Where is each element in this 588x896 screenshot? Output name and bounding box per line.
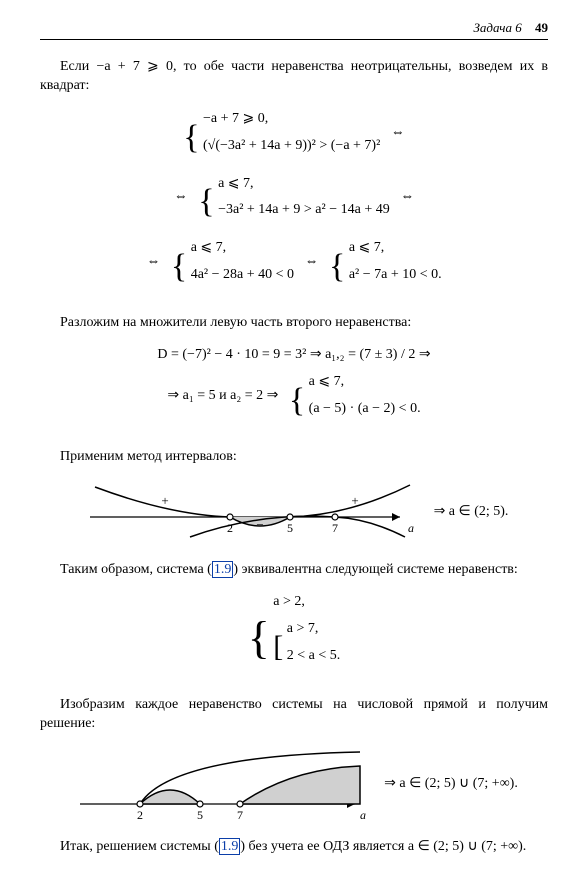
tick-2: 2 xyxy=(227,521,233,535)
paragraph-3: Применим метод интервалов: xyxy=(40,448,548,467)
page-header: Задача 6 49 xyxy=(40,20,548,40)
number-line-1: 2 5 7 a + − + xyxy=(80,477,420,547)
axis-label-a2: a xyxy=(360,808,366,822)
sys1-l2a: (√(−3a² + 14a + 9)) xyxy=(203,138,312,153)
interval-diagram-1: 2 5 7 a + − + ⇒ a ∈ (2; 5). xyxy=(40,477,548,547)
sys4-l2: a² − 7a + 10 < 0. xyxy=(349,262,442,289)
sign-plus-2: + xyxy=(351,493,358,508)
iff-2: ⇔ xyxy=(174,189,188,204)
roots-sys-l1: a ⩽ 7, xyxy=(309,369,421,396)
para6a: Итак, решением системы ( xyxy=(60,839,219,854)
tick2-2: 2 xyxy=(137,808,143,822)
tick-7: 7 xyxy=(332,521,338,535)
sys5-l2: a > 7, xyxy=(287,616,341,643)
interval-diagram-2: 2 5 7 a ⇒ a ∈ (2; 5) ∪ (7; +∞). xyxy=(40,744,548,824)
system-block-1: { −a + 7 ⩾ 0, (√(−3a² + 14a + 9))² > (−a… xyxy=(40,106,548,300)
roots-line-a: ⇒ a₁ = 5 и a₂ = 2 ⇒ xyxy=(167,388,278,403)
interval2-result: ⇒ a ∈ (2; 5) ∪ (7; +∞). xyxy=(384,775,518,792)
sys4-l1: a ⩽ 7, xyxy=(349,235,442,262)
sys3-l1: a ⩽ 7, xyxy=(191,235,294,262)
sign-minus: − xyxy=(256,517,263,532)
page-number: 49 xyxy=(535,20,548,35)
para6b: ) без учета ее ОДЗ является a ∈ (2; 5) ∪… xyxy=(240,839,526,854)
sys1-l2b: ² > (−a + 7)² xyxy=(312,138,381,153)
iff-3: ⇔ xyxy=(400,189,414,204)
paragraph-1: Если −a + 7 ⩾ 0, то обе части неравенств… xyxy=(40,58,548,96)
number-line-2: 2 5 7 a xyxy=(70,744,370,824)
iff-1: ⇔ xyxy=(391,125,405,140)
sys3-l2: 4a² − 28a + 40 < 0 xyxy=(191,262,294,289)
tick2-7: 7 xyxy=(237,808,243,822)
interval1-result: ⇒ a ∈ (2; 5). xyxy=(434,503,509,520)
task-label: Задача 6 xyxy=(473,20,521,35)
tick2-5: 5 xyxy=(197,808,203,822)
paragraph-2: Разложим на множители левую часть второг… xyxy=(40,314,548,333)
system-block-5: { a > 2, [ a > 7, 2 < a < 5. xyxy=(40,589,548,681)
paragraph-4: Таким образом, система (1.9) эквивалентн… xyxy=(40,561,548,580)
iff-5: ⇔ xyxy=(305,254,319,269)
sys5-l1: a > 2, xyxy=(273,589,340,616)
sys2-l1: a ⩽ 7, xyxy=(218,171,390,198)
sys5-l3: 2 < a < 5. xyxy=(287,643,341,670)
paragraph-5: Изобразим каждое неравенство системы на … xyxy=(40,696,548,734)
sys2-l2: −3a² + 14a + 9 > a² − 14a + 49 xyxy=(218,197,390,224)
para4b: ) эквивалентна следующей системе неравен… xyxy=(233,562,517,577)
para4a: Таким образом, система ( xyxy=(60,562,212,577)
axis-label-a: a xyxy=(408,521,414,535)
iff-4: ⇔ xyxy=(146,254,160,269)
roots-sys-l2: (a − 5) · (a − 2) < 0. xyxy=(309,396,421,423)
paragraph-6: Итак, решением системы (1.9) без учета е… xyxy=(40,838,548,857)
sign-plus-1: + xyxy=(161,493,168,508)
sys1-l1: −a + 7 ⩾ 0, xyxy=(203,106,380,133)
ref-1: 1.9 xyxy=(212,561,234,578)
disc-line: D = (−7)² − 4 · 10 = 9 = 3² ⇒ a₁,₂ = (7 … xyxy=(40,342,548,369)
tick-5: 5 xyxy=(287,521,293,535)
ref-2: 1.9 xyxy=(219,838,241,855)
discriminant-block: D = (−7)² − 4 · 10 = 9 = 3² ⇒ a₁,₂ = (7 … xyxy=(40,342,548,433)
